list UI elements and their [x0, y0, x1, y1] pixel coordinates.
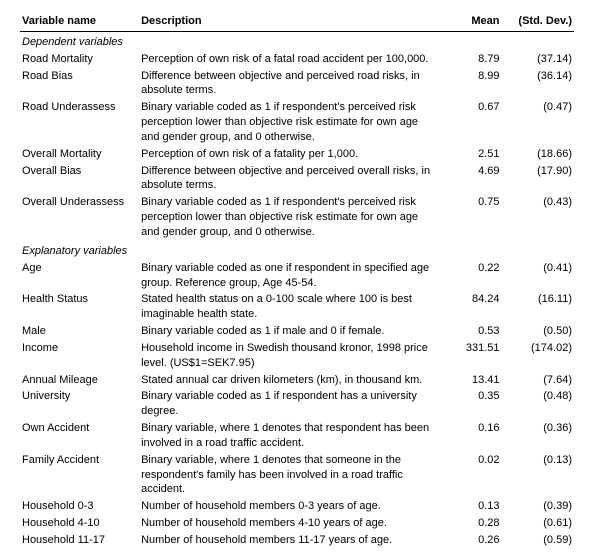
table-row: Road MortalityPerception of own risk of …: [20, 50, 574, 67]
table-row: IncomeHousehold income in Swedish thousa…: [20, 339, 574, 371]
variable-name: Road Bias: [20, 67, 139, 99]
sd-value: (37.14): [502, 50, 575, 67]
mean-value: 0.28: [439, 514, 501, 531]
variable-name: Overall Mortality: [20, 145, 139, 162]
variable-name: Overall Underassess: [20, 193, 139, 240]
table-header-row: Variable name Description Mean (Std. Dev…: [20, 14, 574, 31]
sd-value: (0.13): [502, 451, 575, 498]
sd-value: (17.90): [502, 162, 575, 194]
mean-value: 0.26: [439, 531, 501, 548]
variable-description: Binary variable coded as 1 if male and 0…: [139, 322, 439, 339]
sd-value: (0.47): [502, 98, 575, 145]
mean-value: 4.69: [439, 162, 501, 194]
sd-value: (0.50): [502, 322, 575, 339]
variable-name: Age: [20, 259, 139, 291]
mean-value: 13.41: [439, 371, 501, 388]
table-row: Road UnderassessBinary variable coded as…: [20, 98, 574, 145]
variable-description: Perception of own risk of a fatality per…: [139, 145, 439, 162]
variable-description: Number of household members 11-17 years …: [139, 531, 439, 548]
sd-value: (0.36): [502, 419, 575, 451]
variable-description: Household income in Swedish thousand kro…: [139, 339, 439, 371]
section-title-row: Explanatory variables: [20, 240, 574, 259]
variable-name: Family Accident: [20, 451, 139, 498]
sd-value: (18.66): [502, 145, 575, 162]
variable-name: Male: [20, 322, 139, 339]
mean-value: 0.22: [439, 259, 501, 291]
mean-value: 84.24: [439, 290, 501, 322]
sd-value: (0.43): [502, 193, 575, 240]
header-variable: Variable name: [20, 14, 139, 31]
variable-description: Binary variable coded as 1 if respondent…: [139, 193, 439, 240]
table-row: Health StatusStated health status on a 0…: [20, 290, 574, 322]
variable-description: Difference between objective and perceiv…: [139, 67, 439, 99]
section-title: Explanatory variables: [20, 240, 574, 259]
table-row: UniversityBinary variable coded as 1 if …: [20, 387, 574, 419]
mean-value: 0.02: [439, 451, 501, 498]
variable-description: Binary variable, where 1 denotes that re…: [139, 419, 439, 451]
header-description: Description: [139, 14, 439, 31]
variable-name: Road Mortality: [20, 50, 139, 67]
variable-name: Health Status: [20, 290, 139, 322]
variable-name: Income: [20, 339, 139, 371]
mean-value: 0.13: [439, 497, 501, 514]
variable-name: Household 0-3: [20, 497, 139, 514]
variable-description: Stated annual car driven kilometers (km)…: [139, 371, 439, 388]
sd-value: (0.61): [502, 514, 575, 531]
variable-description: Stated health status on a 0-100 scale wh…: [139, 290, 439, 322]
table-row: Household 4-10Number of household member…: [20, 514, 574, 531]
sd-value: (0.59): [502, 531, 575, 548]
sd-value: (174.02): [502, 339, 575, 371]
mean-value: 0.35: [439, 387, 501, 419]
variable-description: Binary variable coded as 1 if respondent…: [139, 98, 439, 145]
table-row: Annual MileageStated annual car driven k…: [20, 371, 574, 388]
variable-description: Number of household members 0-3 years of…: [139, 497, 439, 514]
mean-value: 331.51: [439, 339, 501, 371]
table-row: MaleBinary variable coded as 1 if male a…: [20, 322, 574, 339]
section-title: Dependent variables: [20, 31, 574, 49]
sd-value: (0.48): [502, 387, 575, 419]
table-row: Household 11-17Number of household membe…: [20, 531, 574, 548]
variable-description: Binary variable coded as 1 if respondent…: [139, 387, 439, 419]
sd-value: (0.39): [502, 497, 575, 514]
sd-value: (7.64): [502, 371, 575, 388]
variable-name: Own Accident: [20, 419, 139, 451]
header-sd: (Std. Dev.): [502, 14, 575, 31]
variable-description: Binary variable, where 1 denotes that so…: [139, 451, 439, 498]
table-row: AgeBinary variable coded as one if respo…: [20, 259, 574, 291]
variable-name: Overall Bias: [20, 162, 139, 194]
mean-value: 0.16: [439, 419, 501, 451]
mean-value: 8.79: [439, 50, 501, 67]
variable-name: Road Underassess: [20, 98, 139, 145]
variables-table: Variable name Description Mean (Std. Dev…: [20, 14, 574, 548]
table-row: Family AccidentBinary variable, where 1 …: [20, 451, 574, 498]
variable-description: Difference between objective and perceiv…: [139, 162, 439, 194]
variable-name: University: [20, 387, 139, 419]
mean-value: 0.53: [439, 322, 501, 339]
table-row: Overall BiasDifference between objective…: [20, 162, 574, 194]
mean-value: 2.51: [439, 145, 501, 162]
table-row: Overall MortalityPerception of own risk …: [20, 145, 574, 162]
table-row: Road BiasDifference between objective an…: [20, 67, 574, 99]
sd-value: (16.11): [502, 290, 575, 322]
table-body: Dependent variablesRoad MortalityPercept…: [20, 31, 574, 548]
mean-value: 8.99: [439, 67, 501, 99]
variable-name: Household 11-17: [20, 531, 139, 548]
section-title-row: Dependent variables: [20, 31, 574, 49]
page: Variable name Description Mean (Std. Dev…: [0, 0, 594, 558]
variable-description: Number of household members 4-10 years o…: [139, 514, 439, 531]
mean-value: 0.67: [439, 98, 501, 145]
variable-name: Household 4-10: [20, 514, 139, 531]
variable-name: Annual Mileage: [20, 371, 139, 388]
mean-value: 0.75: [439, 193, 501, 240]
header-mean: Mean: [439, 14, 501, 31]
sd-value: (0.41): [502, 259, 575, 291]
table-row: Overall UnderassessBinary variable coded…: [20, 193, 574, 240]
variable-description: Perception of own risk of a fatal road a…: [139, 50, 439, 67]
table-row: Household 0-3Number of household members…: [20, 497, 574, 514]
table-row: Own AccidentBinary variable, where 1 den…: [20, 419, 574, 451]
sd-value: (36.14): [502, 67, 575, 99]
variable-description: Binary variable coded as one if responde…: [139, 259, 439, 291]
